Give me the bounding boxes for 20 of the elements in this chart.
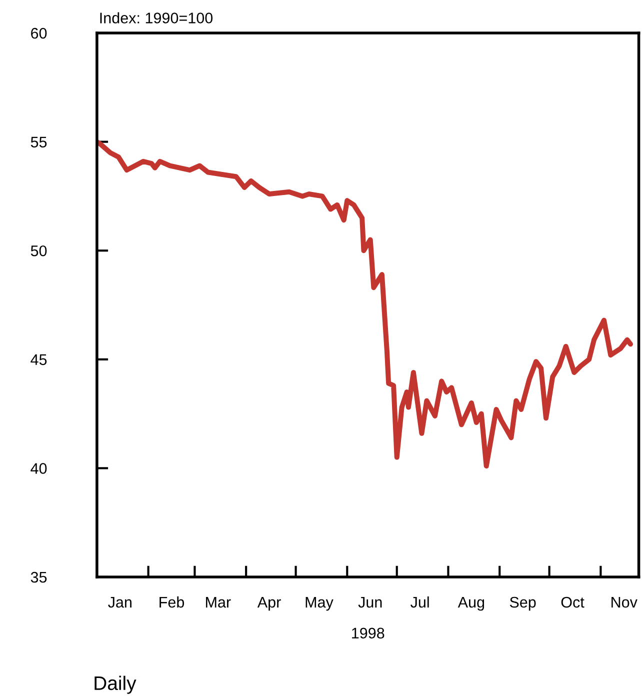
x-tick-label: May <box>306 596 334 611</box>
y-tick-label: 40 <box>30 463 47 474</box>
x-tick-label: Apr <box>257 596 281 611</box>
x-tick-label: Oct <box>561 596 584 608</box>
y-tick-label: 50 <box>30 245 47 256</box>
x-tick-label: Jul <box>410 596 429 608</box>
y-tick-label: 60 <box>31 28 47 39</box>
x-tick-label: Nov <box>612 596 638 608</box>
x-tick-label: Jan <box>108 596 132 608</box>
y-tick-label: 55 <box>30 136 47 148</box>
y-tick-label: 35 <box>30 572 47 583</box>
x-tick-label: Mar <box>206 596 231 608</box>
x-tick-label: Sep <box>510 596 536 611</box>
text: Daily <box>94 676 136 694</box>
y-tick-label: 45 <box>30 354 47 366</box>
x-tick-label: Feb <box>160 596 184 608</box>
y-axis-title: Index: 1990=100 <box>100 12 213 24</box>
x-tick-label: Aug <box>458 596 484 611</box>
x-axis-title: 1998 <box>352 628 384 639</box>
x-tick-label: Jun <box>358 596 382 608</box>
